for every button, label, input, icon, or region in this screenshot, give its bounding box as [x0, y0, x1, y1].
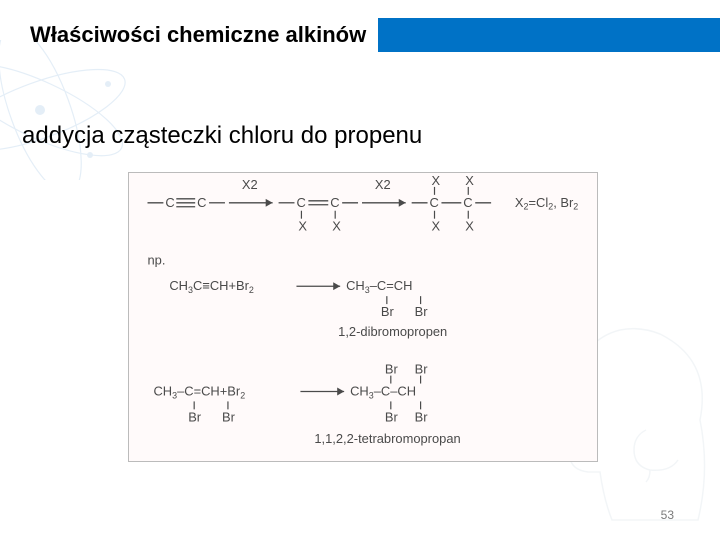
- chemistry-diagram: C C X2 C C X X X2: [128, 172, 598, 462]
- svg-text:X: X: [332, 219, 341, 234]
- row3-reactant: CH3–C=CH+Br2: [153, 383, 245, 400]
- row2-reactant: CH3C≡CH+Br2: [169, 278, 254, 295]
- reagent-x2-label: X2: [242, 177, 258, 192]
- svg-text:Br: Br: [222, 409, 236, 424]
- svg-text:Br: Br: [415, 362, 429, 377]
- subtitle-text: addycja cząsteczki chloru do propenu: [22, 122, 422, 150]
- title-blue-strip: [378, 18, 720, 52]
- slide-title: Właściwości chemiczne alkinów: [30, 22, 378, 48]
- title-bar: Właściwości chemiczne alkinów: [30, 15, 720, 55]
- row3-product-name: 1,1,2,2-tetrabromopropan: [314, 431, 460, 446]
- reagent-note: X2=Cl2, Br2: [515, 195, 578, 212]
- svg-text:C: C: [165, 195, 174, 210]
- row2-product-name: 1,2-dibromopropen: [338, 324, 447, 339]
- reagent-x2-label-2: X2: [375, 177, 391, 192]
- example-prefix: np.: [147, 252, 165, 267]
- background-orbit-decoration: [0, 40, 160, 180]
- svg-text:Br: Br: [188, 409, 202, 424]
- svg-text:Br: Br: [415, 304, 429, 319]
- svg-text:C: C: [330, 195, 339, 210]
- svg-text:Br: Br: [385, 409, 399, 424]
- svg-text:X: X: [432, 173, 441, 188]
- svg-text:C: C: [430, 195, 439, 210]
- svg-text:Br: Br: [385, 362, 399, 377]
- row2-product: CH3–C=CH: [346, 278, 412, 295]
- svg-text:X: X: [298, 219, 307, 234]
- page-number: 53: [661, 508, 674, 522]
- svg-text:Br: Br: [381, 304, 395, 319]
- svg-text:X: X: [465, 219, 474, 234]
- svg-text:X: X: [432, 219, 441, 234]
- svg-text:C: C: [296, 195, 305, 210]
- row3-product: CH3–C–CH: [350, 383, 416, 400]
- svg-text:C: C: [197, 195, 206, 210]
- svg-text:Br: Br: [415, 409, 429, 424]
- svg-text:X: X: [465, 173, 474, 188]
- svg-text:C: C: [463, 195, 472, 210]
